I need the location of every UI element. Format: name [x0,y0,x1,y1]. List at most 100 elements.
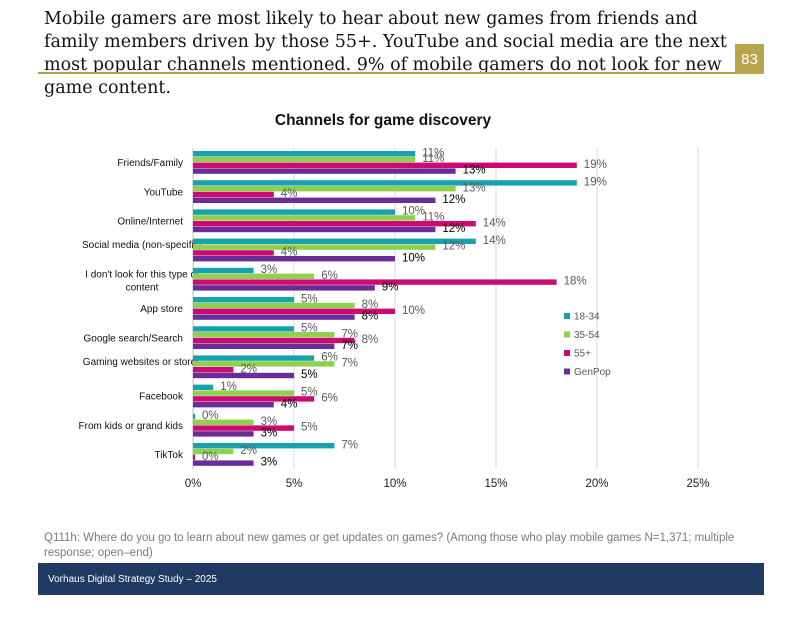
bar-55-plus [193,279,557,285]
category-label: TikTok [154,450,184,461]
legend-swatch-18-34 [564,313,570,319]
data-label-genpop: 5% [301,369,318,381]
data-label-genpop: 12% [442,223,465,235]
category-label: App store [140,304,183,315]
legend-swatch-genpop [564,368,570,375]
x-tick-label: 0% [185,478,202,490]
bar-35-54 [193,302,355,309]
bar-55-plus [193,221,476,227]
chart-title: Channels for game discovery [274,112,492,129]
category-label: Facebook [139,392,184,403]
data-label-18-34: 0% [202,410,219,422]
bar-55-plus [193,367,234,373]
bar-35-54 [193,361,335,367]
data-label-18-34: 3% [261,264,278,276]
bar-18-34 [193,443,335,449]
data-label-18-34: 7% [341,439,358,451]
x-tick-label: 15% [484,478,507,490]
data-label-18-34: 5% [301,293,318,305]
data-label-18-34: 10% [402,206,425,218]
bar-18-34 [193,209,395,215]
data-label-55-plus: 10% [402,305,425,317]
bar-genpop [193,431,254,437]
data-label-genpop: 7% [341,340,358,352]
category-label: Social media (non-specific) [82,240,202,251]
data-label-55-plus: 0% [202,451,219,463]
legend-label-55-plus: 55+ [574,349,591,360]
data-label-genpop: 8% [362,311,379,323]
x-tick-label: 10% [383,478,406,490]
data-label-35-54: 11% [422,153,444,165]
data-label-genpop: 3% [261,457,278,469]
bar-18-34 [193,151,416,157]
bar-genpop [193,402,274,408]
bar-genpop [193,343,335,349]
bar-18-34 [193,297,294,303]
header-text: Mobile gamers are most likely to hear ab… [44,9,727,98]
data-label-35-54: 11% [422,212,444,224]
category-label: Online/Internet [117,217,183,228]
data-label-55-plus: 19% [584,159,607,171]
category-label: Friends/Family [117,158,183,169]
bar-genpop [193,226,436,233]
bar-18-34 [193,326,294,332]
footer-bar: Vorhaus Digital Strategy Study – 2025 [38,563,764,595]
bar-18-34 [193,180,577,186]
data-label-35-54: 2% [240,445,257,457]
footnote: Q111h: Where do you go to learn about ne… [44,532,735,559]
bar-35-54 [193,156,416,163]
data-label-35-54: 7% [341,358,358,370]
data-label-55-plus: 14% [483,217,506,229]
bar-genpop [193,314,355,320]
data-label-genpop: 4% [281,398,298,410]
category-label: Google search/Search [83,333,183,344]
data-label-55-plus: 4% [281,188,298,200]
bar-genpop [193,460,254,466]
category-label: YouTube [144,187,184,198]
category-label: Gaming websites or stores [83,357,201,368]
bar-genpop [193,168,456,174]
data-label-35-54: 8% [362,299,379,311]
data-label-35-54: 13% [463,182,486,194]
category-label: I don't look for this type of content [85,269,199,293]
data-label-18-34: 1% [220,381,237,393]
data-label-35-54: 3% [261,416,278,428]
bar-18-34 [193,267,254,274]
bar-genpop [193,256,395,262]
data-label-18-34: 19% [584,177,607,189]
data-label-genpop: 12% [442,194,465,206]
bar-35-54 [193,273,315,279]
bar-chart: 0% 5% 10% 15% 20% 25% Friends/Family YouTube Onl… [79,147,710,490]
x-tick-label: 20% [585,478,608,490]
legend-label-genpop: GenPop [574,367,611,378]
bar-55-plus [193,191,274,198]
bar-55-plus [193,425,294,431]
data-label-55-plus: 18% [564,276,587,288]
legend-swatch-55-plus [564,350,570,356]
data-label-18-34: 5% [301,323,318,335]
bar-18-34 [193,384,214,390]
data-label-55-plus: 2% [240,363,257,375]
bar-18-34 [193,413,195,420]
data-label-55-plus: 5% [301,422,318,434]
data-label-genpop: 9% [382,282,399,294]
bar-55-plus [193,396,315,402]
header-rule [38,72,764,74]
bar-18-34 [193,355,315,361]
data-label-18-34: 11% [422,147,444,159]
bar-55-plus [193,337,355,344]
data-label-18-34: 14% [483,235,506,247]
bar-55-plus [193,250,274,256]
bar-35-54 [193,390,294,396]
bar-35-54 [193,186,456,192]
bar-35-54 [193,244,436,250]
bar-18-34 [193,238,476,244]
x-tick-label: 25% [686,478,709,490]
bar-35-54 [193,215,416,221]
legend-label-18-34: 18-34 [574,312,600,323]
bar-55-plus [193,308,395,314]
data-label-genpop: 13% [463,165,486,177]
data-label-genpop: 3% [261,428,278,440]
data-label-genpop: 10% [402,252,425,264]
bar-genpop [193,372,294,379]
